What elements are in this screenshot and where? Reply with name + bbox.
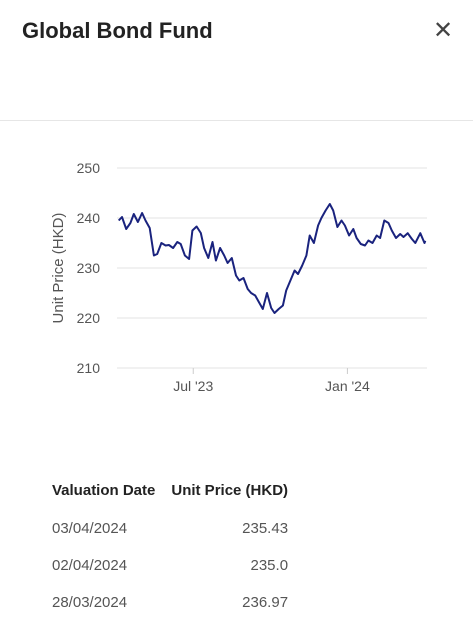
date-cell: 02/04/2024: [52, 557, 128, 574]
modal-header: Global Bond Fund ✕: [0, 0, 473, 121]
valuation-date-header: Valuation Date: [52, 481, 156, 499]
series-layer: [117, 203, 427, 314]
price-table: Valuation Date Unit Price (HKD) 03/04/20…: [44, 470, 296, 621]
x-tick-label: Jan '24: [325, 378, 370, 394]
unit-price-header: Unit Price (HKD): [171, 481, 289, 499]
price-series-line: [117, 203, 427, 314]
x-axis-ticks: Jul '23 Jan '24: [173, 368, 370, 394]
fund-title: Global Bond Fund: [22, 18, 213, 43]
y-axis-title: Unit Price (HKD): [50, 213, 67, 324]
x-tick-label: Jul '23: [173, 378, 213, 394]
date-cell: 28/03/2024: [52, 594, 128, 611]
price-cell: 235.0: [250, 557, 289, 574]
y-axis-ticks: 250 240 230 220 210: [77, 160, 101, 376]
table-row: 03/04/2024 235.43: [44, 510, 296, 547]
y-tick-label: 230: [77, 260, 101, 276]
price-cell: 235.43: [242, 520, 289, 537]
price-chart: 250 240 230 220 210 Jul '23 Jan '24 Unit Pric…: [50, 160, 427, 394]
close-icon[interactable]: ✕: [432, 17, 454, 44]
y-tick-label: 210: [77, 360, 101, 376]
price-table-header: Valuation Date Unit Price (HKD): [44, 470, 296, 510]
date-cell: 03/04/2024: [52, 520, 128, 537]
table-row: 28/03/2024 236.97: [44, 584, 296, 621]
chart-grid: [117, 167, 427, 369]
y-tick-label: 220: [77, 310, 101, 326]
y-tick-label: 240: [77, 210, 101, 226]
y-tick-label: 250: [77, 160, 101, 176]
price-cell: 236.97: [242, 594, 289, 611]
table-row: 02/04/2024 235.0: [44, 547, 296, 584]
